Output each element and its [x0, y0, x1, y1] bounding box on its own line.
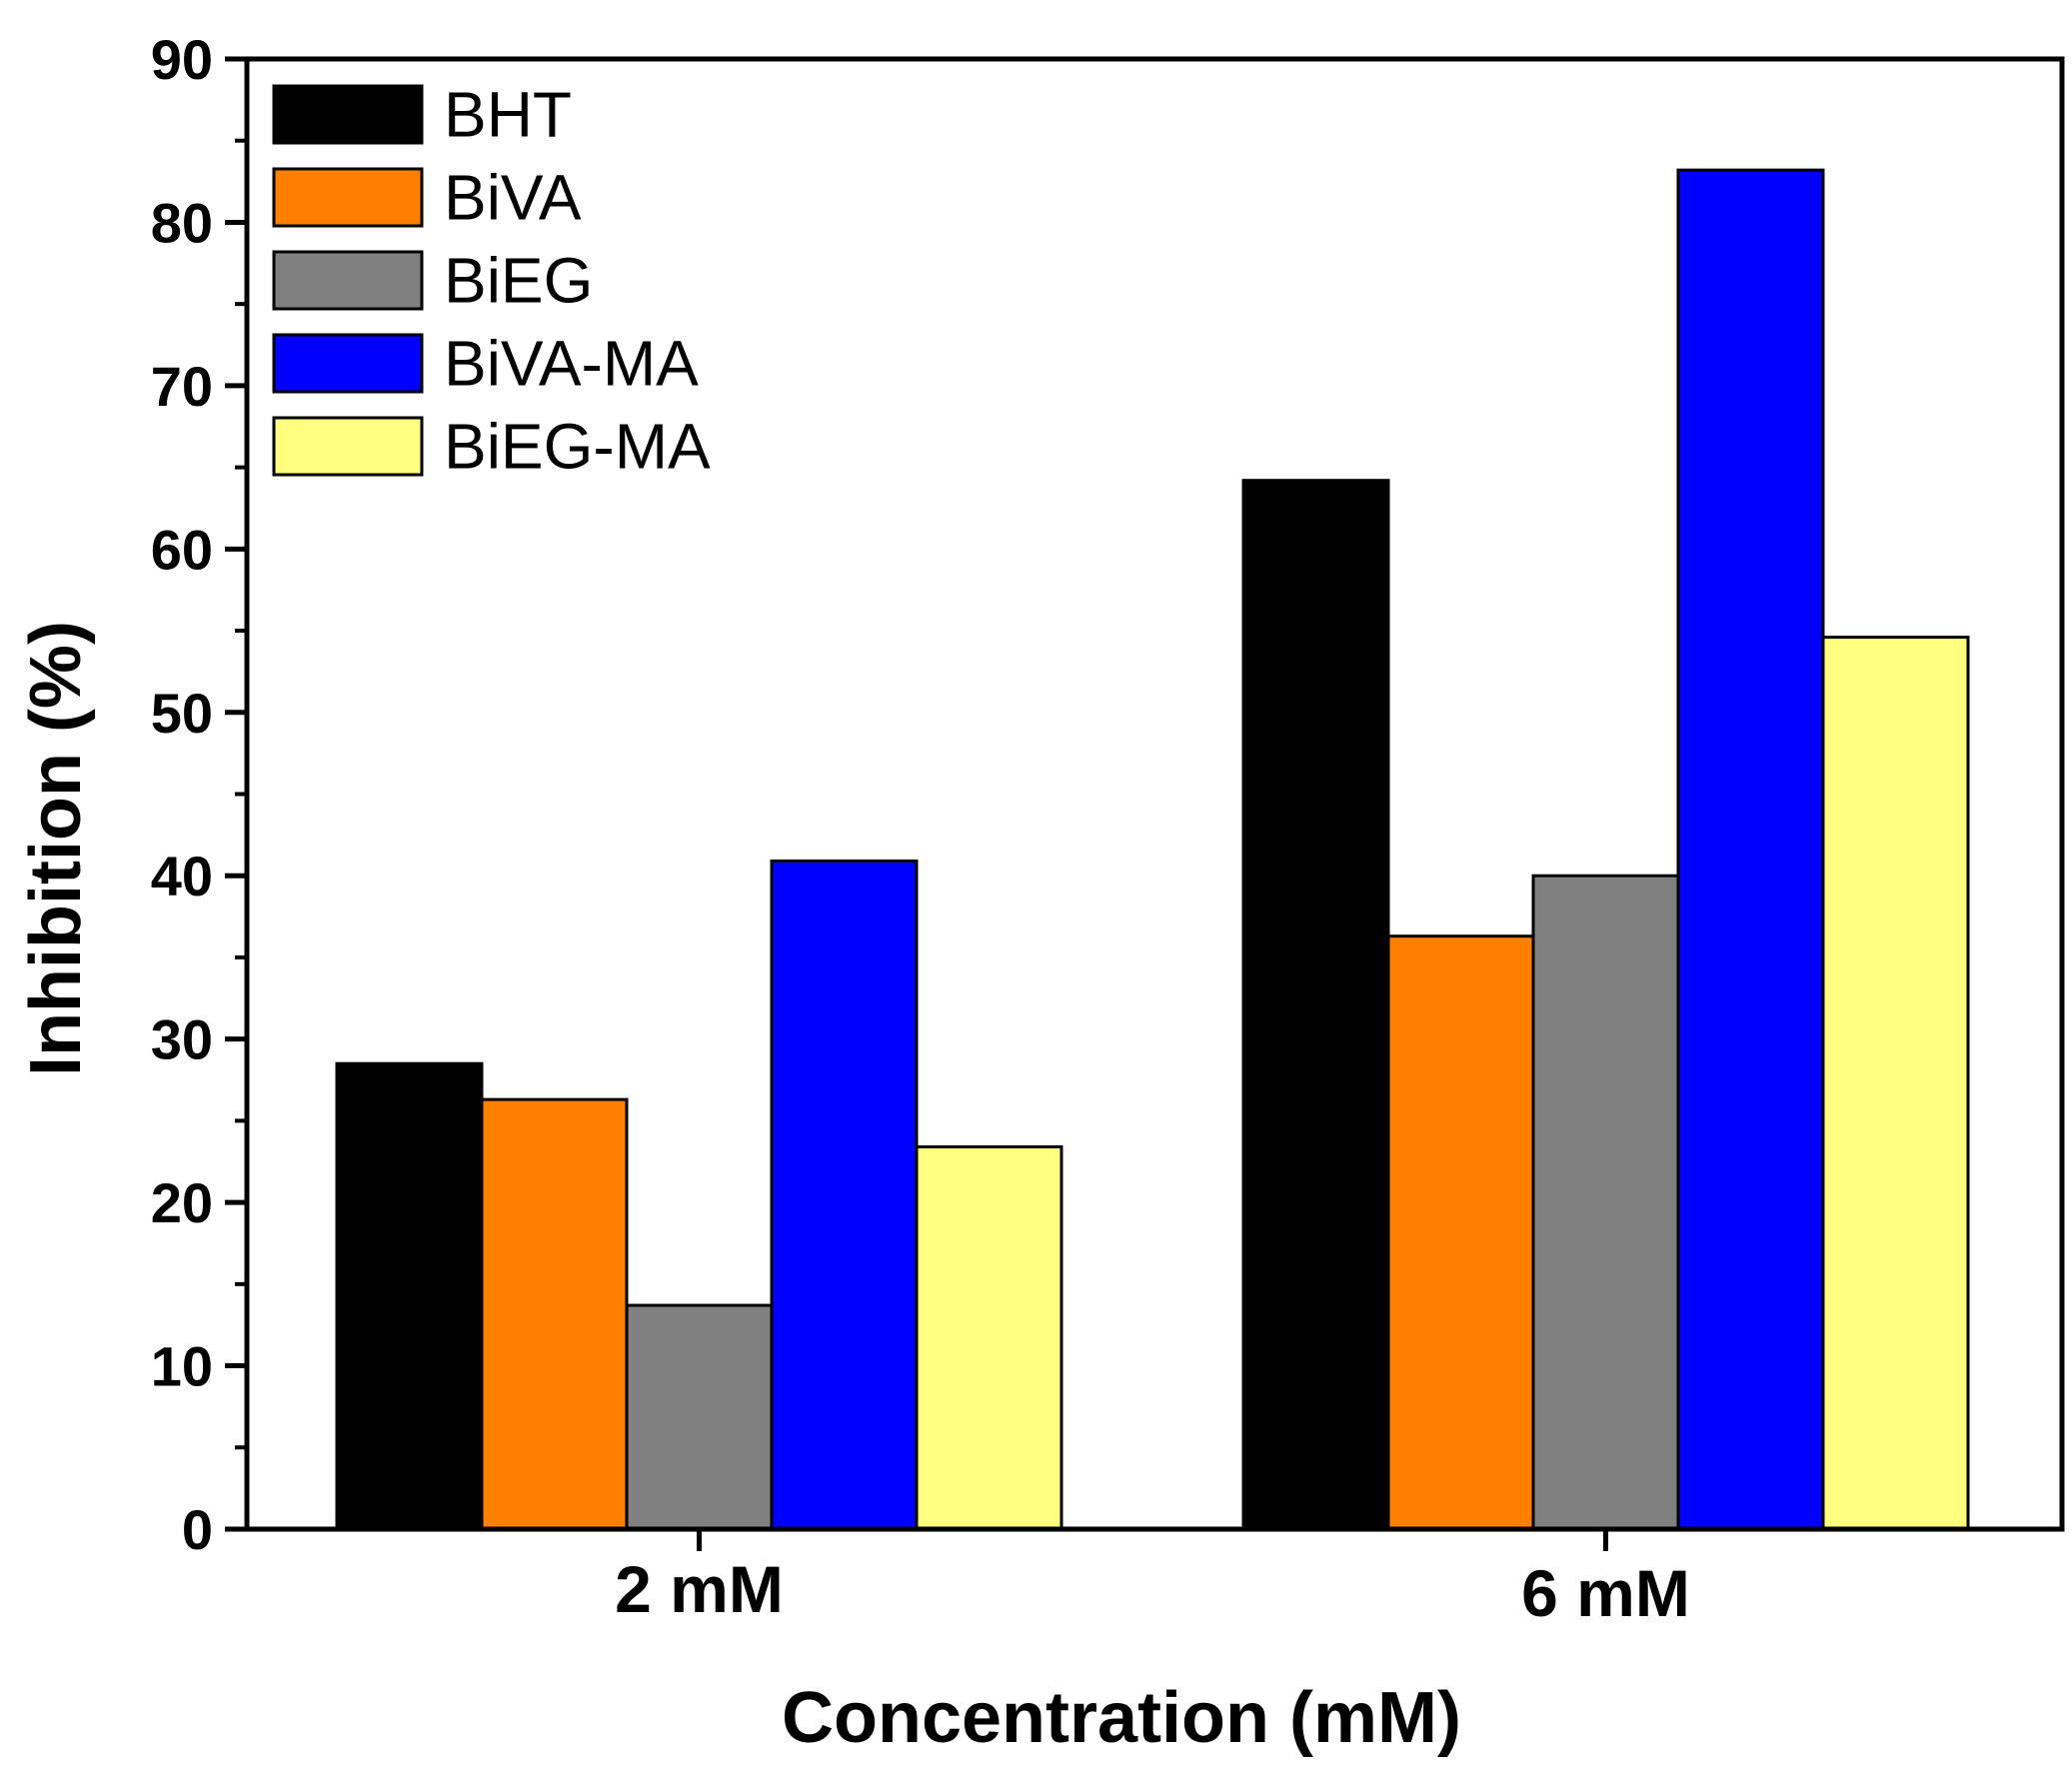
- bar-bieg-6mm: [1531, 874, 1680, 1531]
- x-tick-label: 6 mM: [1521, 1556, 1690, 1630]
- y-tick-label: 70: [151, 355, 213, 418]
- y-tick-label: 20: [151, 1171, 213, 1234]
- x-axis-title: Concentration (mM): [782, 1678, 1461, 1758]
- bar-bht-6mm: [1241, 479, 1390, 1531]
- legend-swatch-bieg: [272, 250, 424, 311]
- legend-label-biva: BiVA: [444, 162, 582, 234]
- legend-swatch-bieg-ma: [272, 416, 424, 477]
- bar-bht-2mm: [335, 1061, 484, 1531]
- bar-bieg-2mm: [625, 1303, 774, 1531]
- bar-bieg-ma-2mm: [915, 1145, 1063, 1531]
- y-tick-label: 90: [151, 28, 213, 91]
- legend-swatch-bht: [272, 84, 424, 145]
- legend-label-biva-ma: BiVA-MA: [444, 328, 699, 400]
- y-tick-label: 80: [151, 191, 213, 254]
- y-tick-label: 10: [151, 1335, 213, 1398]
- x-tick-label: 2 mM: [615, 1552, 784, 1626]
- bar-bieg-ma-6mm: [1821, 636, 1970, 1531]
- y-tick-label: 0: [182, 1498, 213, 1561]
- legend-label-bieg: BiEG: [444, 245, 593, 317]
- bar-biva-6mm: [1386, 934, 1535, 1531]
- bar-biva-ma-2mm: [770, 860, 919, 1531]
- bars-layer: [335, 168, 1970, 1531]
- bar-biva-2mm: [480, 1097, 629, 1531]
- legend-swatch-biva: [272, 167, 424, 228]
- axes-layer: 0 10 20 30 40 50 60 70 80 90 2 mM 6 mM: [151, 28, 2065, 1630]
- bar-biva-ma-6mm: [1676, 168, 1825, 1531]
- y-tick-label: 40: [151, 845, 213, 907]
- legend-label-bht: BHT: [444, 79, 572, 151]
- legend-label-bieg-ma: BiEG-MA: [444, 411, 711, 483]
- legend: BHT BiVA BiEG BiVA-MA BiEG-MA: [272, 79, 711, 483]
- legend-swatch-biva-ma: [272, 333, 424, 394]
- y-tick-label: 30: [151, 1008, 213, 1071]
- y-tick-label: 60: [151, 518, 213, 581]
- y-axis-title: Inhibition (%): [16, 621, 96, 1076]
- y-tick-label: 50: [151, 682, 213, 745]
